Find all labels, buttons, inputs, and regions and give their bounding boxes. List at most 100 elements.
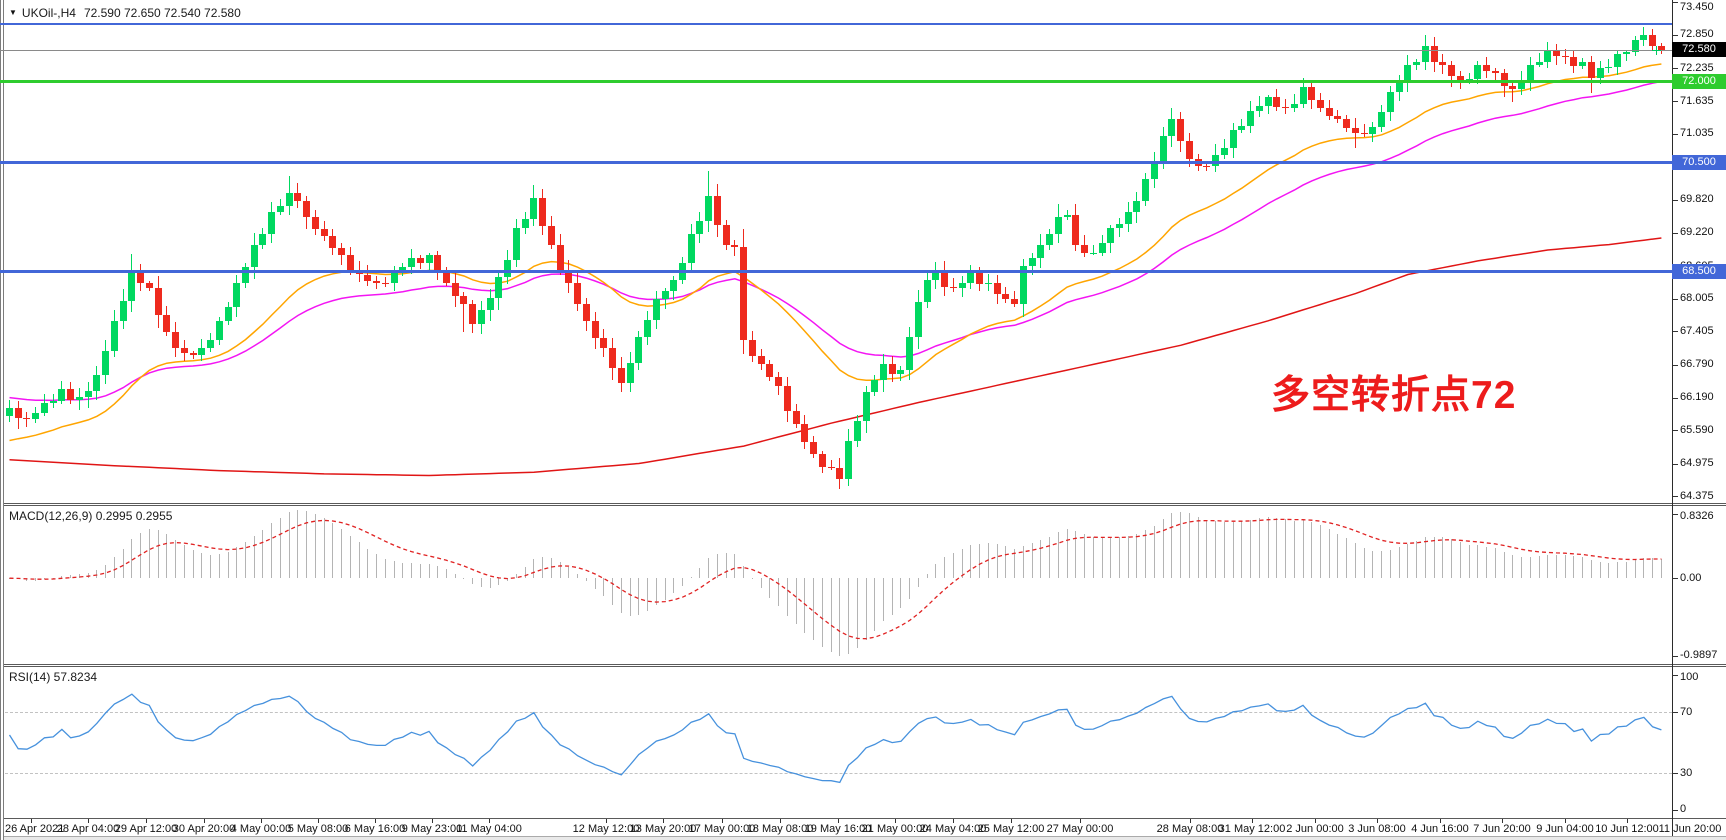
candle-body xyxy=(1046,234,1054,245)
macd-histogram-bar xyxy=(1521,556,1523,579)
candle-body xyxy=(154,288,162,316)
macd-histogram-bar xyxy=(865,578,867,640)
candle-body xyxy=(1264,97,1272,107)
rsi-indicator-label: RSI(14) 57.8234 xyxy=(9,670,98,684)
macd-histogram-bar xyxy=(690,576,692,579)
candle-body xyxy=(1535,61,1543,65)
time-label: 29 Apr 12:00 xyxy=(114,823,178,835)
horizontal-line-68.5[interactable] xyxy=(0,270,1672,274)
macd-histogram-bar xyxy=(148,529,150,579)
candle-body xyxy=(818,454,826,468)
macd-histogram-bar xyxy=(472,578,474,585)
candle-body xyxy=(1238,126,1246,131)
macd-histogram-bar xyxy=(1223,522,1225,579)
candle-body xyxy=(1596,67,1604,79)
time-axis[interactable]: 26 Apr 2021 28 Apr 04:00 29 Apr 12:00 30 Ap… xyxy=(0,819,1726,836)
candle-body xyxy=(1273,97,1281,108)
macd-histogram-bar xyxy=(1110,537,1112,579)
time-tick xyxy=(1190,819,1191,823)
macd-histogram-bar xyxy=(271,522,273,579)
candle-body xyxy=(783,386,791,412)
price-tick-label: 66.790 xyxy=(1680,358,1714,371)
macd-histogram-bar xyxy=(716,553,718,579)
candle-body xyxy=(1544,51,1552,62)
macd-histogram-bar xyxy=(708,557,710,579)
price-tick xyxy=(1672,101,1678,103)
time-label: 5 May 08:00 xyxy=(287,823,349,835)
macd-histogram-bar xyxy=(367,548,369,579)
candle-body xyxy=(259,233,267,245)
time-tick xyxy=(780,819,781,823)
macd-histogram-bar xyxy=(725,553,727,579)
macd-histogram-bar xyxy=(1101,537,1103,579)
macd-histogram-bar xyxy=(568,566,570,579)
ma-slow-line xyxy=(9,237,1662,477)
candle-body xyxy=(591,320,599,338)
macd-histogram-bar xyxy=(9,578,10,580)
candle-body xyxy=(1220,147,1228,155)
macd-histogram-bar xyxy=(1084,533,1086,579)
candle-body xyxy=(836,467,844,479)
macd-histogram-bar xyxy=(61,575,63,579)
rsi-level-line-30 xyxy=(0,772,1672,774)
price-tick-label: 64.375 xyxy=(1680,489,1714,502)
price-tick xyxy=(1672,430,1678,432)
macd-histogram-bar xyxy=(175,539,177,579)
candle-body xyxy=(1037,244,1045,258)
chart-annotation-text[interactable]: 多空转折点72 xyxy=(1271,374,1517,417)
candle-body xyxy=(460,296,468,305)
macd-histogram-bar xyxy=(192,549,194,579)
macd-histogram-bar xyxy=(1608,562,1610,579)
macd-histogram-bar xyxy=(489,578,491,588)
candle-body xyxy=(1509,86,1517,90)
macd-histogram-bar xyxy=(1625,561,1627,579)
time-label: 9 May 23:00 xyxy=(401,823,463,835)
price-tick-label: 67.405 xyxy=(1680,324,1714,337)
horizontal-line-72[interactable] xyxy=(0,79,1672,83)
horizontal-line-70.5[interactable] xyxy=(0,161,1672,165)
candle-body xyxy=(311,217,319,230)
candle-body xyxy=(67,388,75,400)
candle-body xyxy=(486,298,494,310)
macd-histogram-bar xyxy=(900,578,902,609)
pane-separator[interactable] xyxy=(0,664,1726,667)
macd-histogram-bar xyxy=(1468,544,1470,579)
candle-body xyxy=(1002,293,1010,299)
macd-axis-label: -0.9897 xyxy=(1680,649,1718,661)
macd-histogram-bar xyxy=(1285,519,1287,579)
macd-histogram-bar xyxy=(227,551,229,579)
main-price-pane[interactable]: ▼ UKOil-,H4 72.590 72.650 72.540 72.580 多空… xyxy=(0,0,1672,503)
macd-histogram-bar xyxy=(577,573,579,579)
macd-histogram-bar xyxy=(673,578,675,594)
time-tick xyxy=(1377,819,1378,823)
candle-wick xyxy=(192,350,194,359)
candle-body xyxy=(1159,135,1167,162)
macd-histogram-bar xyxy=(1311,522,1313,579)
macd-histogram-bar xyxy=(131,538,133,579)
time-label: 7 Jun 20:00 xyxy=(1473,823,1531,835)
macd-pane[interactable]: MACD(12,26,9) 0.2995 0.2955 xyxy=(0,506,1672,664)
rsi-axis-tick xyxy=(1672,772,1678,774)
horizontal-line-73.05[interactable] xyxy=(0,22,1672,25)
candle-body xyxy=(364,274,372,281)
axis-border-line xyxy=(1672,0,1673,836)
macd-histogram-bar xyxy=(306,510,308,579)
macd-histogram-bar xyxy=(1171,513,1173,579)
candle-body xyxy=(1631,40,1639,53)
macd-histogram-bar xyxy=(166,534,168,579)
candle-body xyxy=(1640,34,1648,41)
macd-axis-label: 0.8326 xyxy=(1680,510,1714,522)
macd-histogram-bar xyxy=(1407,543,1409,579)
candle-body xyxy=(145,283,153,289)
rsi-pane[interactable]: RSI(14) 57.8234 xyxy=(0,667,1672,818)
ohlc-values-text: 72.590 72.650 72.540 72.580 xyxy=(83,6,241,20)
candle-body xyxy=(451,282,459,297)
time-label: 28 May 08:00 xyxy=(1156,823,1224,835)
pane-separator[interactable] xyxy=(0,503,1726,506)
price-tick-label: 66.190 xyxy=(1680,391,1714,404)
window-bottom-edge xyxy=(0,836,1726,840)
price-badge: 72.000 xyxy=(1672,73,1726,89)
time-tick xyxy=(722,819,723,823)
symbol-dropdown-triangle-icon[interactable]: ▼ xyxy=(9,8,17,17)
candle-wick xyxy=(952,277,954,292)
